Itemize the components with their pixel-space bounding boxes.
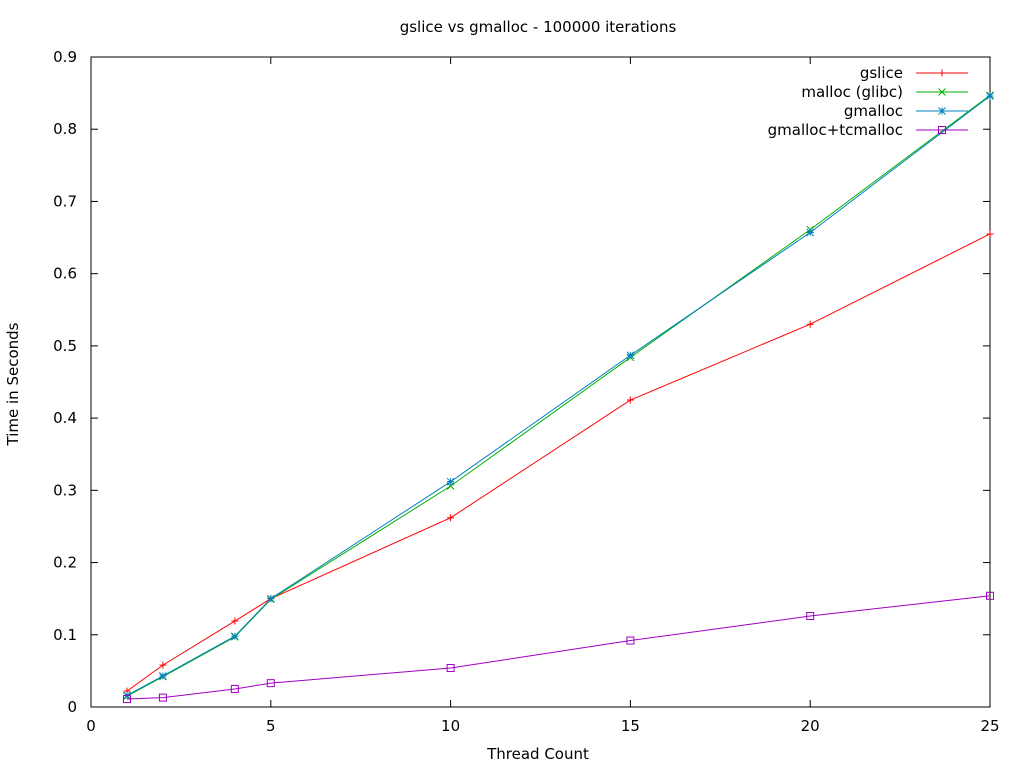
data-point-star xyxy=(626,351,635,360)
data-point-star xyxy=(446,477,455,486)
data-point-square xyxy=(806,612,815,620)
data-point-square xyxy=(626,636,635,645)
series-line xyxy=(126,233,991,692)
legend-label: gmalloc xyxy=(844,102,903,120)
series-0 xyxy=(123,230,994,695)
data-point-star xyxy=(938,107,946,115)
data-point-square xyxy=(122,695,131,704)
data-point-plus xyxy=(626,396,634,404)
y-tick-label: 0.1 xyxy=(53,626,77,644)
series-layer xyxy=(122,91,994,704)
data-point-plus xyxy=(938,69,946,77)
legend-label: malloc (glibc) xyxy=(801,83,903,101)
series-line xyxy=(126,595,991,700)
data-point-plus xyxy=(986,230,994,238)
y-tick-label: 0 xyxy=(67,698,77,716)
y-axis-label: Time in Seconds xyxy=(4,322,22,446)
y-tick-label: 0.3 xyxy=(53,481,77,499)
data-point-plus xyxy=(159,661,167,669)
y-tick-label: 0.8 xyxy=(53,120,77,138)
plot-area-border xyxy=(90,56,991,708)
legend-label: gmalloc+tcmalloc xyxy=(768,121,903,139)
data-point-square xyxy=(986,591,994,600)
x-tick-label: 10 xyxy=(441,717,460,735)
y-tick-label: 0.6 xyxy=(53,265,77,283)
data-point-star xyxy=(986,92,994,100)
data-point-star xyxy=(230,632,239,641)
y-tick-label: 0.4 xyxy=(53,409,77,427)
series-line xyxy=(126,94,991,697)
legend-label: gslice xyxy=(860,64,903,82)
series-line xyxy=(126,95,991,696)
y-tick-label: 0.2 xyxy=(53,554,77,572)
x-tick-label: 15 xyxy=(621,717,640,735)
data-point-square xyxy=(938,126,946,134)
x-axis-label: Thread Count xyxy=(486,745,589,763)
x-tick-label: 25 xyxy=(980,717,999,735)
chart-title: gslice vs gmalloc - 100000 iterations xyxy=(400,18,677,36)
data-point-square xyxy=(158,693,167,702)
data-point-plus xyxy=(806,320,814,328)
y-axis-ticks: 0 0.1 0.2 0.3 0.4 0.5 0.6 0.7 0.8 0.9 xyxy=(53,48,990,716)
x-axis-ticks: 0 5 10 15 20 25 xyxy=(86,57,1000,735)
series-2 xyxy=(123,92,994,700)
x-tick-label: 20 xyxy=(801,717,820,735)
series-3 xyxy=(122,591,994,704)
data-point-star xyxy=(159,672,167,680)
data-point-square xyxy=(446,664,455,672)
y-tick-label: 0.9 xyxy=(53,48,77,66)
x-tick-label: 5 xyxy=(266,717,276,735)
data-point-star xyxy=(806,228,815,237)
data-point-plus xyxy=(231,617,239,625)
data-point-star xyxy=(266,594,275,603)
data-point-plus xyxy=(447,514,455,522)
data-point-square xyxy=(266,679,275,688)
data-point-cross xyxy=(938,88,946,96)
x-tick-label: 0 xyxy=(86,717,96,735)
y-tick-label: 0.7 xyxy=(53,192,77,210)
y-tick-label: 0.5 xyxy=(53,337,77,355)
series-1 xyxy=(123,91,994,701)
data-point-square xyxy=(230,684,239,693)
